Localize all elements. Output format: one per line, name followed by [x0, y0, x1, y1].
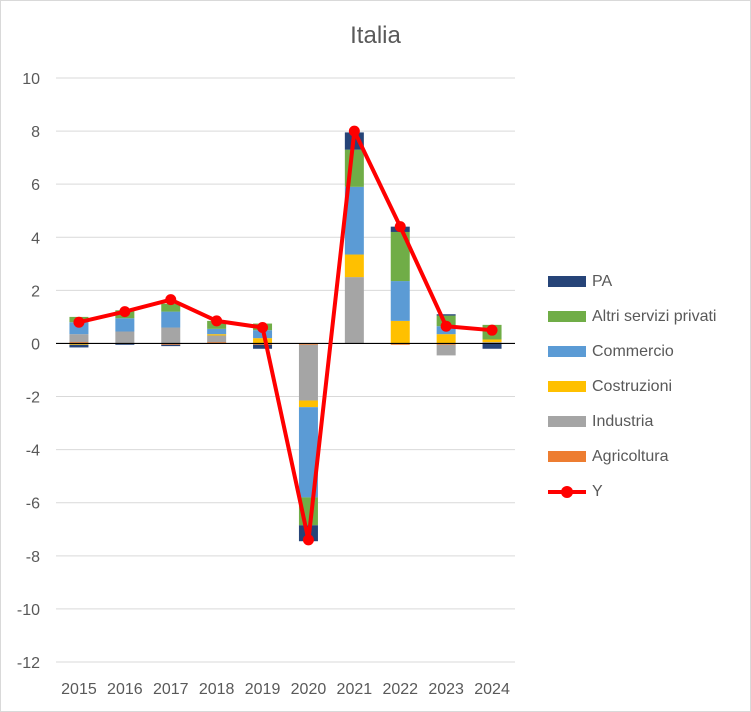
- y-tick-label: 4: [31, 230, 40, 247]
- x-tick-label: 2016: [107, 681, 143, 698]
- bar-costruzioni: [344, 254, 364, 278]
- line-y-point: [73, 316, 85, 328]
- bar-agricoltura: [298, 343, 318, 345]
- y-tick-label: 6: [31, 177, 40, 194]
- x-tick-label: 2020: [291, 681, 327, 698]
- legend-label: Costruzioni: [592, 377, 673, 395]
- bar-costruzioni: [298, 400, 318, 408]
- bar-costruzioni: [482, 339, 502, 343]
- chart-legend: PA Altri servizi privati Commercio Costruzi…: [548, 264, 716, 509]
- bar-commercio: [115, 318, 135, 332]
- y-tick-label: -4: [26, 443, 40, 460]
- line-y-point: [257, 322, 269, 334]
- y-tick-label: 2: [31, 283, 40, 300]
- bar-industria: [482, 342, 502, 344]
- y-tick-label: 0: [31, 336, 40, 353]
- line-y-point: [119, 306, 131, 318]
- bar-costruzioni: [69, 343, 89, 345]
- line-y-series: [78, 129, 493, 542]
- bar-agricoltura: [161, 343, 181, 345]
- legend-item: Costruzioni: [548, 369, 716, 404]
- legend-item: Altri servizi privati: [548, 299, 716, 334]
- bar-pa: [115, 343, 135, 345]
- x-tick-label: 2018: [199, 681, 235, 698]
- bar-industria: [115, 331, 135, 344]
- y-tick-label: -8: [26, 549, 40, 566]
- bar-pa: [482, 343, 502, 349]
- bar-industria: [161, 327, 181, 344]
- bar-agricoltura: [436, 343, 456, 345]
- legend-item: Industria: [548, 404, 716, 439]
- legend-swatch: [548, 451, 586, 462]
- bar-altri-servizi-privati: [390, 231, 410, 282]
- legend-label: PA: [592, 272, 613, 290]
- bar-commercio: [298, 407, 318, 498]
- bar-agricoltura: [253, 343, 273, 345]
- x-tick-label: 2021: [337, 681, 373, 698]
- legend-swatch: [548, 416, 586, 427]
- bar-commercio: [69, 322, 89, 335]
- legend-item: Y: [548, 474, 716, 509]
- y-tick-label: 10: [22, 71, 40, 88]
- legend-swatch: [548, 276, 586, 287]
- x-tick-label: 2022: [382, 681, 418, 698]
- y-tick-label: -10: [17, 602, 40, 619]
- x-tick-label: 2024: [474, 681, 510, 698]
- bar-agricoltura: [69, 342, 89, 344]
- bar-industria: [436, 344, 456, 356]
- bar-pa: [161, 344, 181, 347]
- bar-commercio: [390, 281, 410, 321]
- y-tick-label: -12: [17, 655, 40, 672]
- bar-costruzioni: [390, 320, 410, 344]
- x-tick-label: 2015: [61, 681, 97, 698]
- line-y-point: [348, 125, 360, 137]
- legend-item: PA: [548, 264, 716, 299]
- bar-costruzioni: [253, 338, 273, 344]
- bar-commercio: [161, 311, 181, 328]
- bar-costruzioni: [207, 334, 227, 336]
- bar-pa: [436, 314, 456, 316]
- legend-swatch: [548, 346, 586, 357]
- bar-industria: [344, 277, 364, 344]
- bar-costruzioni: [436, 334, 456, 344]
- bar-commercio: [344, 186, 364, 255]
- bar-agricoltura: [390, 343, 410, 345]
- line-y-point: [165, 294, 177, 306]
- x-tick-label: 2017: [153, 681, 189, 698]
- legend-label: Y: [592, 482, 603, 500]
- bar-industria: [69, 334, 89, 343]
- legend-label: Agricoltura: [592, 447, 669, 465]
- legend-label: Altri servizi privati: [592, 307, 717, 325]
- line-y-point: [394, 221, 406, 233]
- legend-item: Commercio: [548, 334, 716, 369]
- bar-agricoltura: [207, 342, 227, 344]
- line-y-point: [211, 315, 223, 327]
- x-tick-label: 2023: [428, 681, 464, 698]
- bar-pa: [253, 344, 273, 349]
- legend-label: Industria: [592, 412, 654, 430]
- x-tick-label: 2019: [245, 681, 281, 698]
- bar-industria: [298, 344, 318, 401]
- y-tick-label: -6: [26, 496, 40, 513]
- line-y-point: [486, 324, 498, 336]
- legend-label: Commercio: [592, 342, 674, 360]
- line-y-point: [440, 320, 452, 332]
- legend-item: Agricoltura: [548, 439, 716, 474]
- legend-swatch: [548, 381, 586, 392]
- bar-altri-servizi-privati: [161, 303, 181, 312]
- line-y-point: [302, 534, 314, 546]
- legend-swatch: [548, 311, 586, 322]
- legend-line-marker: [548, 486, 586, 498]
- y-tick-label: 8: [31, 124, 40, 141]
- bar-industria: [207, 335, 227, 343]
- y-tick-label: -2: [26, 390, 40, 407]
- bar-commercio: [207, 328, 227, 335]
- bar-pa: [69, 344, 89, 348]
